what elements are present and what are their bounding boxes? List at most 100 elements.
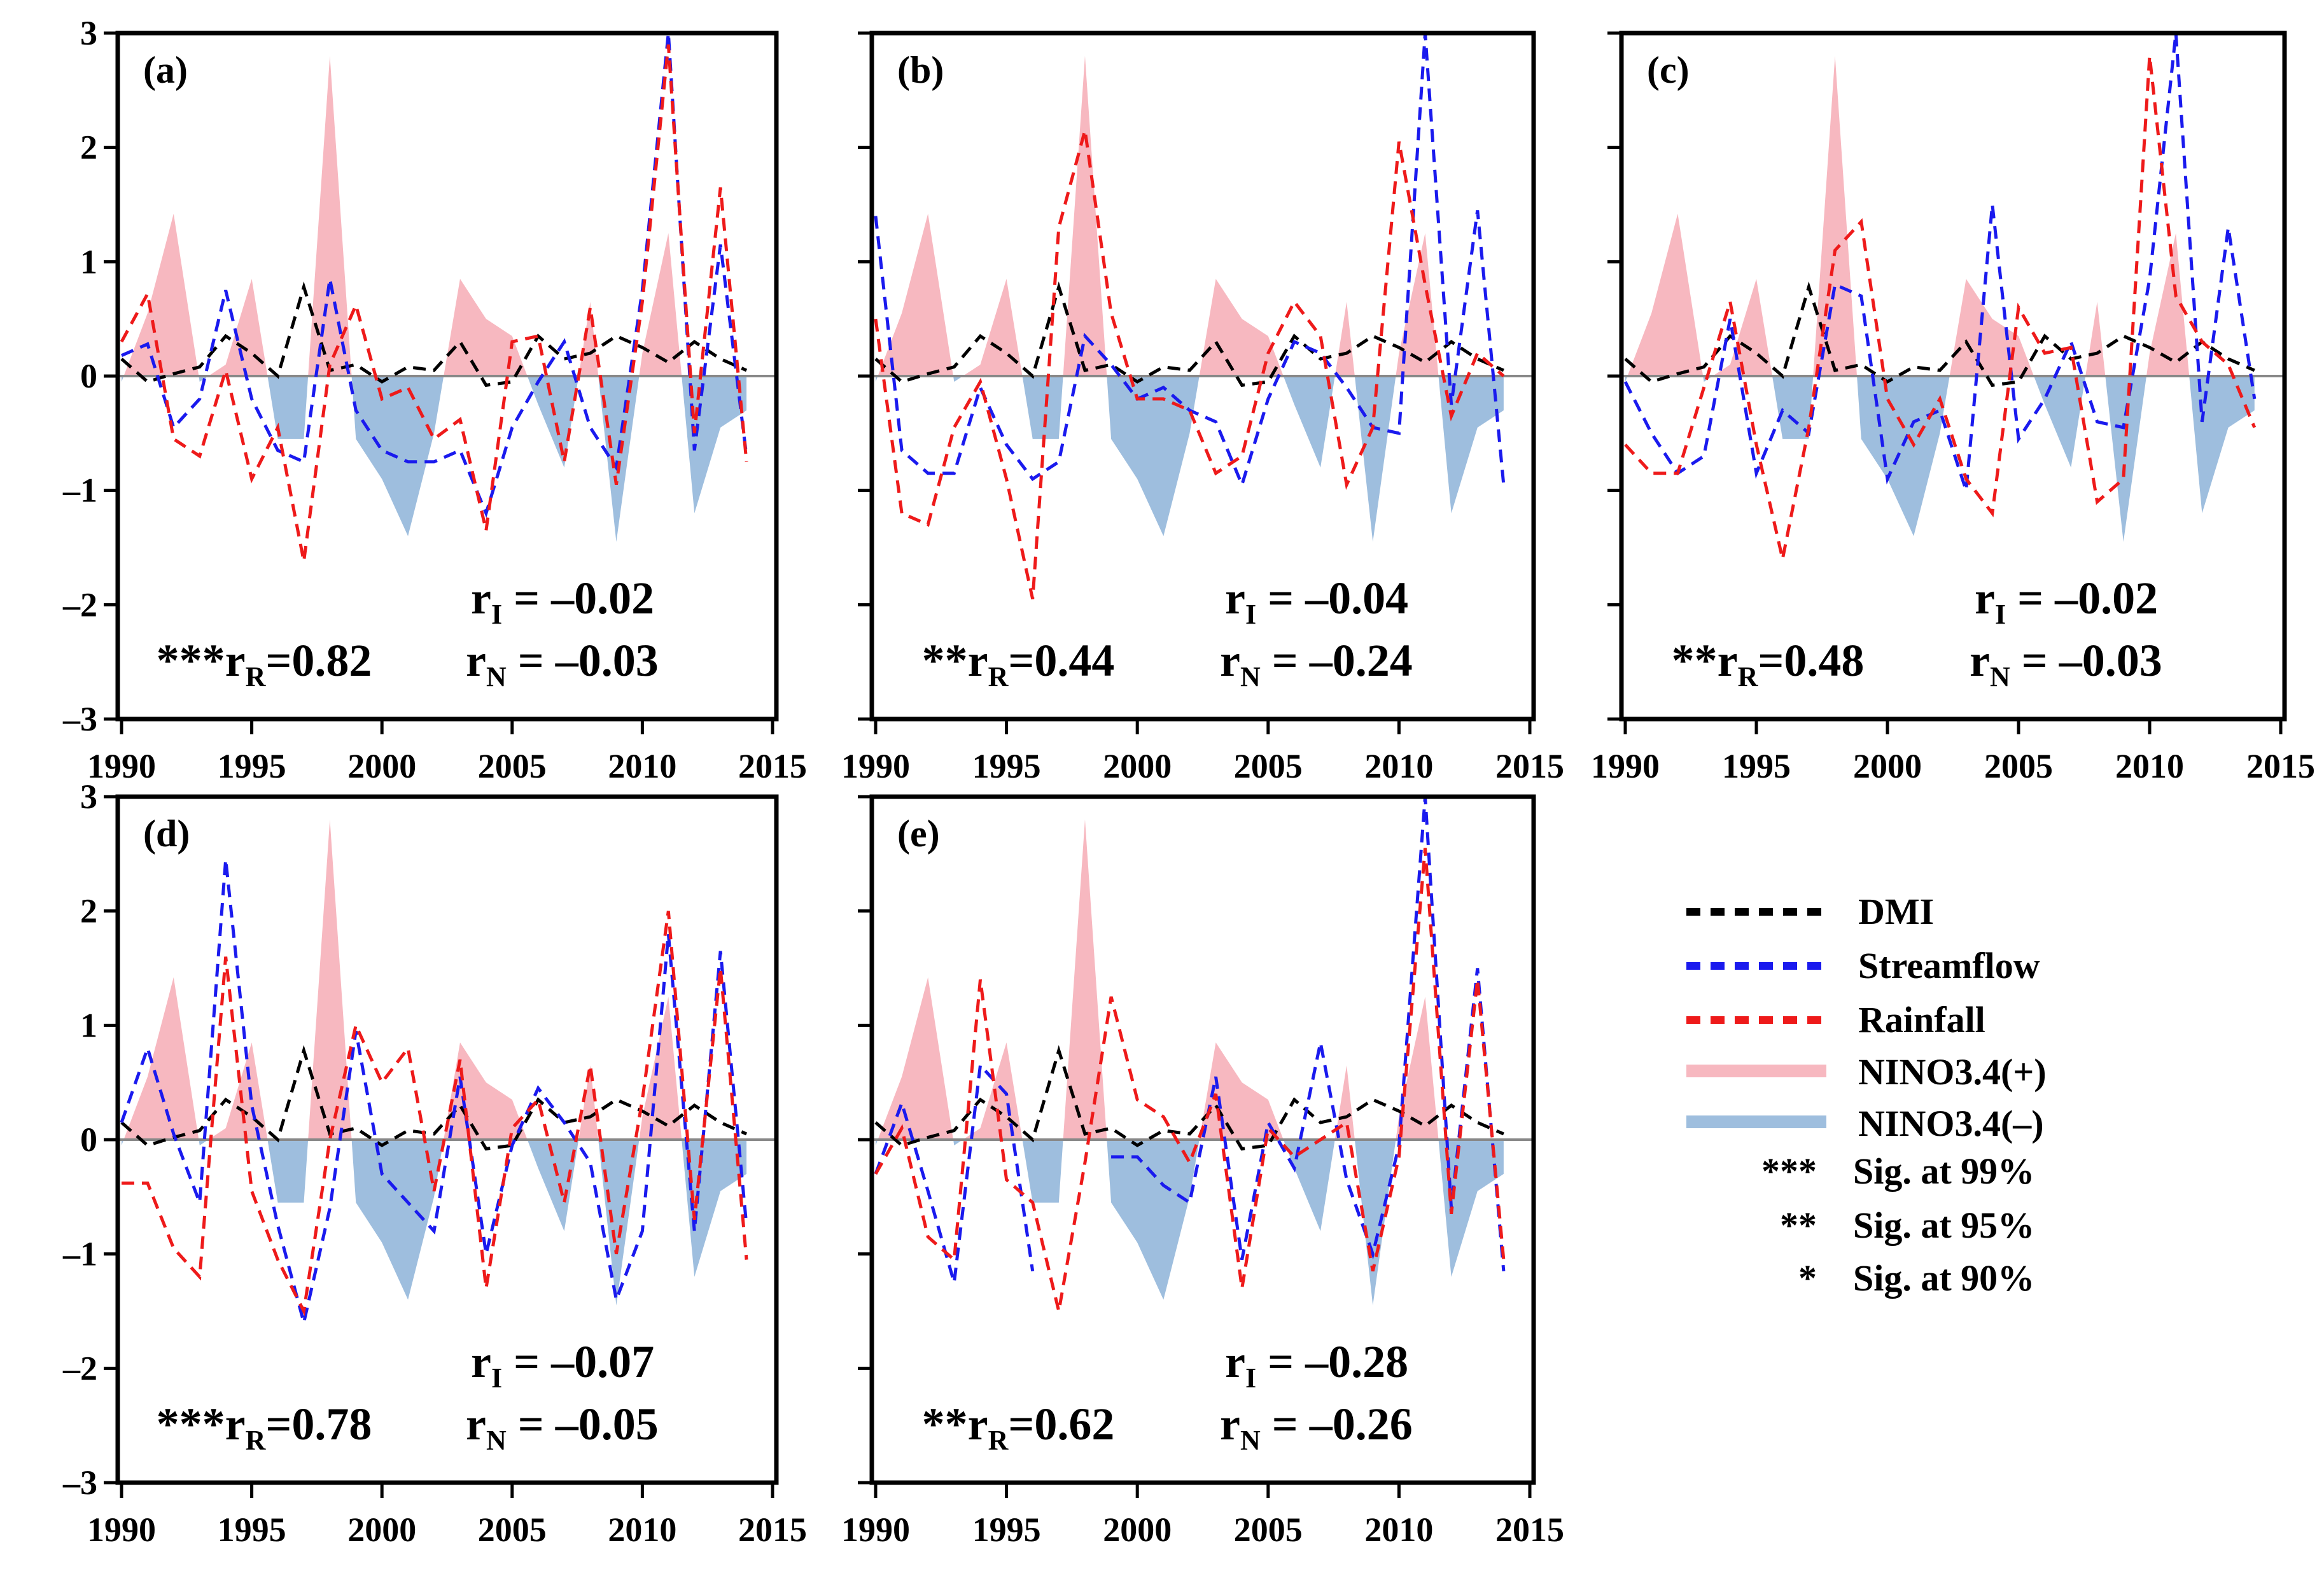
- nino34-positive-area: [1625, 55, 2255, 376]
- legend-sig90-stars: *: [1798, 1257, 1817, 1299]
- nino34-negative-area: [876, 376, 1504, 542]
- panel-label: (e): [897, 813, 940, 855]
- streamflow-line: [874, 33, 1506, 490]
- nino34-positive-area: [122, 819, 747, 1140]
- panels: 3 2 1 0 –1 –2 –3 1990 1995 2000 2005 2010 2015 (a) rI …: [62, 14, 2315, 1549]
- panel-d: 3 2 1 0 –1 –2 –3 1990 1995 2000 2005 2010 2015 (d) rI …: [62, 778, 807, 1549]
- x-tick-label: 2010: [1364, 1511, 1433, 1549]
- nino34-positive-area: [876, 55, 1504, 376]
- panel-a: 3 2 1 0 –1 –2 –3 1990 1995 2000 2005 2010 2015 (a) rI …: [62, 14, 807, 785]
- r-r-stat: **rR=0.44: [922, 635, 1115, 692]
- x-tick-label: 1990: [87, 747, 156, 785]
- streamflow-line: [120, 859, 748, 1324]
- plot-area: [118, 819, 776, 1324]
- x-tick-label: 1995: [972, 1511, 1041, 1549]
- legend-sig95-stars: **: [1780, 1205, 1817, 1246]
- panel-c: 1990 1995 2000 2005 2010 2015 (c) rI = –0.02rN …: [1591, 31, 2315, 785]
- streamflow-line: [120, 33, 748, 519]
- plot-area: [872, 33, 1534, 599]
- x-tick-label: 1995: [1722, 747, 1791, 785]
- x-tick-label: 1990: [87, 1511, 156, 1549]
- x-tick-label: 1990: [841, 747, 910, 785]
- nino34-negative-area: [122, 376, 747, 542]
- legend-sig99-stars: ***: [1761, 1150, 1817, 1192]
- dmi-line: [120, 1045, 748, 1151]
- y-tick-label: 3: [80, 14, 97, 52]
- x-tick-label: 2000: [1103, 1511, 1172, 1549]
- x-tick-label: 2000: [1853, 747, 1922, 785]
- x-tick-label: 2010: [608, 1511, 676, 1549]
- rainfall-line: [122, 911, 748, 1317]
- plot-area: [872, 797, 1534, 1312]
- x-tick-label: 1995: [972, 747, 1041, 785]
- x-tick-label: 1990: [1591, 747, 1660, 785]
- x-tick-label: 2005: [478, 1511, 547, 1549]
- rainfall-line: [874, 130, 1505, 599]
- panel-b: 1990 1995 2000 2005 2010 2015 (b) rI = –0.04rN …: [841, 31, 1564, 785]
- r-r-stat: ***rR=0.78: [157, 1399, 372, 1456]
- nino34-negative-area: [876, 1140, 1504, 1306]
- y-tick-label: –1: [62, 472, 97, 510]
- x-tick-label: 2005: [1234, 747, 1303, 785]
- x-tick-label: 2015: [738, 747, 807, 785]
- nino34-positive-area: [122, 55, 747, 376]
- y-tick-label: 1: [80, 1006, 97, 1044]
- rainfall-line: [874, 848, 1506, 1312]
- x-tick-label: 2000: [347, 747, 416, 785]
- nino34-negative-area: [122, 1140, 747, 1306]
- panel-label: (b): [897, 49, 944, 91]
- legend: DMI Streamflow Rainfall NINO3.4(+) NINO3…: [1686, 891, 2047, 1299]
- r-i-stat: rI = –0.04: [1225, 573, 1408, 630]
- legend-streamflow-label: Streamflow: [1858, 945, 2040, 986]
- panel-label: (c): [1647, 49, 1690, 91]
- y-tick-label: 0: [80, 357, 97, 395]
- x-tick-label: 2000: [347, 1511, 416, 1549]
- r-r-stat: **rR=0.48: [1672, 635, 1865, 692]
- legend-nino-pos-label: NINO3.4(+): [1858, 1051, 2047, 1093]
- x-tick-label: 1995: [218, 1511, 286, 1549]
- dmi-line: [874, 281, 1504, 388]
- y-tick-label: –2: [62, 1349, 97, 1387]
- rainfall-line: [1624, 55, 2257, 560]
- y-tick-label: 3: [80, 778, 97, 816]
- x-tick-label: 2015: [738, 1511, 807, 1549]
- x-tick-label: 2015: [1495, 1511, 1564, 1549]
- panel-label: (a): [143, 49, 188, 91]
- x-tick-label: 2005: [1234, 1511, 1303, 1549]
- legend-nino-neg-label: NINO3.4(–): [1858, 1103, 2044, 1144]
- r-i-stat: rI = –0.02: [1975, 573, 2158, 630]
- panel-label: (d): [143, 813, 190, 855]
- r-n-stat: rN = –0.26: [1220, 1399, 1413, 1456]
- legend-rainfall-label: Rainfall: [1858, 999, 1985, 1040]
- r-n-stat: rN = –0.03: [466, 635, 659, 692]
- streamflow-line: [1623, 33, 2257, 491]
- r-i-stat: rI = –0.07: [471, 1336, 654, 1394]
- panel-e: 1990 1995 2000 2005 2010 2015 (e) rI = –0.28rN …: [841, 794, 1564, 1549]
- nino34-positive-area: [876, 819, 1504, 1140]
- y-tick-label: 0: [80, 1121, 97, 1159]
- x-tick-label: 2010: [1364, 747, 1433, 785]
- y-tick-label: 1: [80, 242, 97, 281]
- x-tick-label: 1990: [841, 1511, 910, 1549]
- y-tick-label: 2: [80, 892, 97, 930]
- r-r-stat: ***rR=0.82: [157, 635, 372, 692]
- y-tick-label: –2: [62, 585, 97, 624]
- legend-sig99-text: Sig. at 99%: [1853, 1150, 2034, 1192]
- r-i-stat: rI = –0.28: [1225, 1336, 1408, 1394]
- legend-nino-neg-swatch: [1686, 1115, 1826, 1128]
- x-tick-label: 1995: [218, 747, 286, 785]
- x-tick-label: 2010: [2115, 747, 2184, 785]
- x-tick-label: 2005: [1984, 747, 2053, 785]
- y-tick-label: –1: [62, 1235, 97, 1273]
- legend-nino-pos-swatch: [1686, 1065, 1826, 1077]
- streamflow-line: [874, 797, 1506, 1283]
- y-tick-label: 2: [80, 129, 97, 167]
- nino34-negative-area: [1625, 376, 2255, 542]
- plot-area: [1621, 33, 2285, 560]
- legend-dmi-label: DMI: [1858, 891, 1934, 932]
- legend-sig95-text: Sig. at 95%: [1853, 1205, 2034, 1246]
- x-tick-label: 2010: [608, 747, 676, 785]
- dmi-line: [874, 1045, 1504, 1151]
- y-tick-label: –3: [62, 1464, 97, 1502]
